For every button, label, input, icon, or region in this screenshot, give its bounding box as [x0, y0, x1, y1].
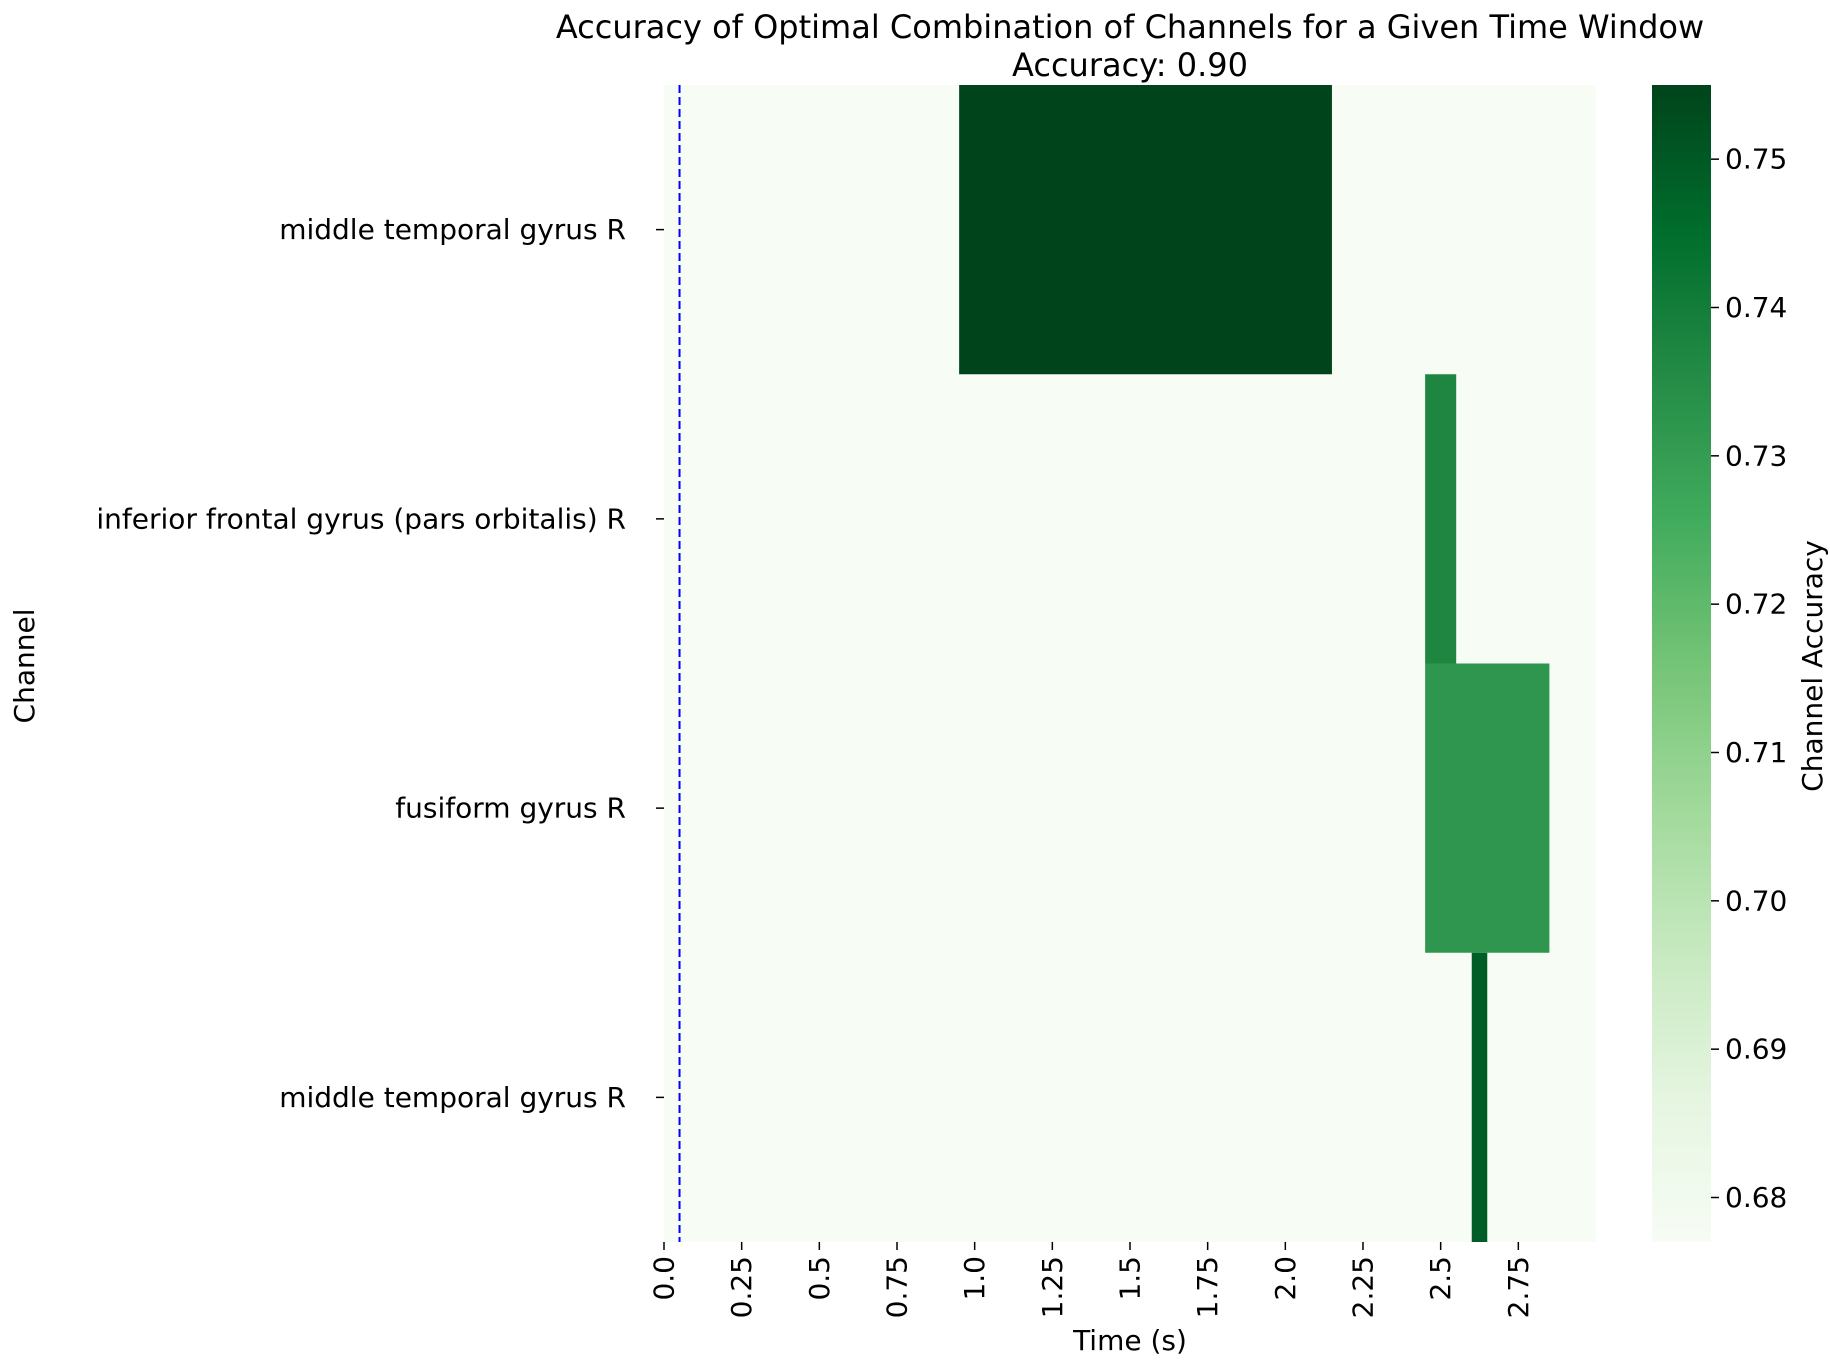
colorbar-tick-label: 0.72 [1725, 588, 1787, 621]
colorbar-tick-label: 0.73 [1725, 439, 1787, 472]
x-tick-label: 1.75 [1191, 1256, 1224, 1318]
y-tick-label: fusiform gyrus R [395, 792, 626, 825]
colorbar: 0.68 0.69 0.70 0.71 0.72 0.73 0.74 0.75 [1652, 85, 1787, 1242]
chart-subtitle: Accuracy: 0.90 [1012, 46, 1248, 84]
chart-title: Accuracy of Optimal Combination of Chann… [556, 8, 1704, 46]
x-tick-label: 2.75 [1502, 1256, 1535, 1318]
x-tick-label: 2.5 [1424, 1256, 1457, 1301]
colorbar-tick-label: 0.70 [1725, 884, 1787, 917]
x-tick-label: 1.0 [958, 1256, 991, 1301]
y-tick-label: middle temporal gyrus R [279, 1081, 626, 1114]
colorbar-tick-label: 0.69 [1725, 1033, 1787, 1066]
colorbar-tick-label: 0.68 [1725, 1181, 1787, 1214]
colorbar-tick-label: 0.71 [1725, 736, 1787, 769]
y-tick-label: middle temporal gyrus R [279, 213, 626, 246]
x-tick-label: 0.25 [725, 1256, 758, 1318]
colorbar-label: Channel Accuracy [1796, 540, 1829, 792]
heatmap-cell-2 [1425, 663, 1550, 953]
x-tick-label: 0.0 [648, 1256, 681, 1301]
x-tick-label: 2.25 [1347, 1256, 1380, 1318]
colorbar-tick-label: 0.75 [1725, 143, 1787, 176]
heatmap-cell-3 [1471, 952, 1488, 1242]
y-tick-label: inferior frontal gyrus (pars orbitalis) … [96, 502, 626, 535]
x-tick-label: 0.75 [881, 1256, 914, 1318]
x-tick-label: 1.25 [1036, 1256, 1069, 1318]
colorbar-gradient [1652, 85, 1711, 1242]
heatmap-cell-1 [1425, 374, 1457, 664]
colorbar-tick-label: 0.74 [1725, 291, 1787, 324]
x-tick-label: 0.5 [803, 1256, 836, 1301]
heatmap-cell-0 [959, 85, 1332, 375]
x-axis-label: Time (s) [1072, 1324, 1187, 1357]
x-tick-label: 1.5 [1114, 1256, 1147, 1301]
x-axis: 0.0 0.25 0.5 0.75 1.0 1.25 1.5 1.75 2.0 2.25 2.5 2.… [648, 1242, 1535, 1318]
y-axis-label: Channel [8, 609, 41, 724]
y-axis: middle temporal gyrus R inferior frontal … [96, 213, 664, 1114]
plot-area [664, 85, 1596, 1242]
x-tick-label: 2.0 [1269, 1256, 1302, 1301]
